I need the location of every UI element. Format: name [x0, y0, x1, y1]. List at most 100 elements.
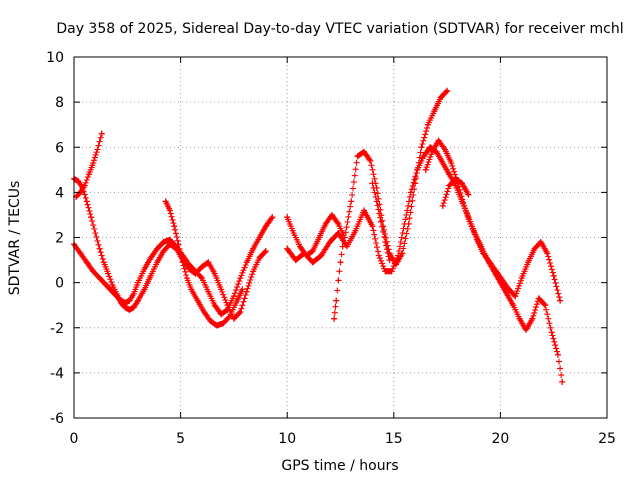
data-point	[100, 259, 107, 266]
data-point	[535, 295, 542, 302]
data-point	[439, 202, 446, 209]
data-point	[335, 277, 342, 284]
data-point	[446, 182, 453, 189]
x-tick-label: 25	[598, 431, 616, 447]
data-point	[461, 202, 468, 209]
data-point	[179, 259, 186, 266]
data-point	[237, 308, 244, 315]
data-point	[88, 214, 95, 221]
data-point	[352, 227, 359, 234]
data-point	[369, 223, 376, 230]
data-point	[83, 259, 90, 266]
chart-title: Day 358 of 2025, Sidereal Day-to-day VTE…	[56, 21, 623, 37]
y-tick-label: -6	[50, 411, 64, 427]
data-point	[422, 166, 429, 173]
data-point	[130, 304, 137, 311]
data-point	[75, 178, 82, 185]
data-point	[166, 207, 173, 214]
data-point	[516, 315, 523, 322]
data-point	[166, 241, 173, 248]
data-point	[290, 229, 297, 236]
data-point	[459, 180, 466, 187]
x-axis-label: GPS time / hours	[281, 458, 398, 474]
data-point	[262, 248, 269, 255]
data-point	[441, 146, 448, 153]
data-point	[486, 259, 493, 266]
y-tick-label: 10	[46, 50, 64, 66]
data-point	[437, 94, 444, 101]
data-point	[213, 322, 220, 329]
series-track-7	[422, 137, 564, 304]
data-point	[367, 157, 374, 164]
x-tick-label: 10	[278, 431, 296, 447]
data-point	[292, 257, 299, 264]
plus-markers	[73, 130, 105, 200]
grid-lines	[74, 57, 607, 418]
data-point	[518, 275, 525, 282]
data-point	[230, 293, 237, 300]
y-tick-label: 2	[55, 231, 64, 247]
data-point	[81, 182, 88, 189]
data-point	[431, 108, 438, 115]
data-point	[499, 277, 506, 284]
data-point	[493, 268, 500, 275]
data-point	[85, 171, 92, 178]
data-point	[160, 248, 167, 255]
data-point	[399, 250, 406, 257]
data-point	[328, 211, 335, 218]
data-point	[109, 281, 116, 288]
data-point	[333, 297, 340, 304]
data-point	[230, 315, 237, 322]
data-point	[531, 245, 538, 252]
data-point	[339, 243, 346, 250]
y-tick-label: 4	[55, 185, 64, 201]
data-point	[548, 329, 555, 336]
data-point	[420, 153, 427, 160]
data-point	[360, 207, 367, 214]
data-point	[373, 198, 380, 205]
y-tick-label: 6	[55, 140, 64, 156]
data-point	[160, 239, 167, 246]
data-point	[354, 153, 361, 160]
data-point	[424, 121, 431, 128]
data-point	[395, 252, 402, 259]
data-point	[537, 239, 544, 246]
data-point	[284, 245, 291, 252]
data-point	[407, 189, 414, 196]
x-tick-label: 5	[176, 431, 185, 447]
data-point	[322, 220, 329, 227]
data-point	[243, 259, 250, 266]
data-point	[467, 220, 474, 227]
data-point	[243, 288, 250, 295]
x-tick-label: 15	[385, 431, 403, 447]
data-point	[233, 299, 240, 306]
data-point	[183, 275, 190, 282]
data-point	[256, 254, 263, 261]
x-tick-label: 20	[491, 431, 509, 447]
data-point	[369, 180, 376, 187]
data-point	[522, 327, 529, 334]
data-point	[309, 259, 316, 266]
axis-ticks: 0 5 10 15 20 25 -6 -4 -2 0 2 4 6 8 10	[46, 50, 616, 447]
data-point	[154, 245, 161, 252]
data-point	[429, 148, 436, 155]
data-point	[360, 148, 367, 155]
data-point	[512, 293, 519, 300]
data-point	[542, 302, 549, 309]
data-point	[446, 171, 453, 178]
series-track-8	[439, 175, 472, 209]
data-point	[473, 236, 480, 243]
data-point	[147, 272, 154, 279]
data-point	[211, 302, 218, 309]
data-point	[90, 160, 97, 167]
data-point	[117, 299, 124, 306]
data-point	[418, 144, 425, 151]
data-point	[250, 268, 257, 275]
data-point	[154, 259, 161, 266]
y-tick-label: 0	[55, 276, 64, 292]
data-point	[435, 137, 442, 144]
data-point	[557, 297, 564, 304]
data-point	[284, 214, 291, 221]
data-point	[375, 252, 382, 259]
